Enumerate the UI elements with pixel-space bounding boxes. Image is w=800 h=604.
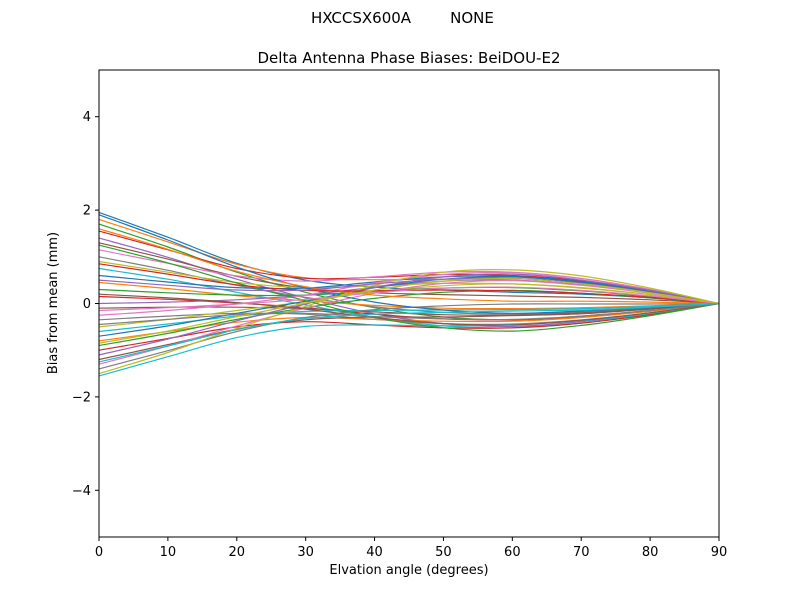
y-tick-label: 0	[83, 297, 91, 312]
series-line	[98, 283, 720, 328]
y-tick-label: −2	[72, 390, 91, 405]
series-line	[98, 242, 720, 305]
x-tick-label: 10	[160, 545, 177, 560]
series-line	[98, 223, 720, 321]
x-tick-label: 20	[229, 545, 246, 560]
series-line	[98, 276, 720, 337]
x-tick-label: 60	[504, 545, 521, 560]
series-line	[98, 279, 720, 365]
x-tick-label: 0	[95, 545, 103, 560]
series-line	[98, 302, 720, 326]
y-axis-label: Bias from mean (mm)	[46, 232, 61, 374]
series-line	[98, 302, 720, 351]
x-tick-label: 80	[642, 545, 659, 560]
series-line	[98, 286, 720, 312]
series-line	[98, 244, 720, 332]
series-lines	[98, 211, 720, 377]
x-tick-label: 30	[297, 545, 314, 560]
series-line	[98, 302, 720, 361]
axis-ticks: 0 10 20 30 40 50 60 70 80 90 −4 −2 0 2 4	[72, 110, 727, 560]
series-line	[98, 274, 720, 305]
x-axis-label: Elvation angle (degrees)	[329, 563, 488, 578]
series-line	[98, 278, 720, 344]
series-line	[98, 214, 720, 314]
x-tick-label: 90	[711, 545, 728, 560]
y-tick-label: −4	[72, 484, 91, 499]
x-tick-label: 70	[573, 545, 590, 560]
series-line	[98, 302, 720, 363]
series-line	[98, 228, 720, 305]
y-tick-label: 4	[83, 110, 91, 125]
x-tick-label: 40	[366, 545, 383, 560]
figure-title-right: NONE	[450, 9, 494, 27]
axes-title: Delta Antenna Phase Biases: BeiDOU-E2	[258, 49, 561, 67]
y-tick-label: 2	[83, 204, 91, 219]
series-line	[98, 293, 720, 326]
x-tick-label: 50	[435, 545, 452, 560]
figure-title-left: HXCCSX600A	[311, 9, 412, 27]
series-line	[98, 269, 720, 375]
